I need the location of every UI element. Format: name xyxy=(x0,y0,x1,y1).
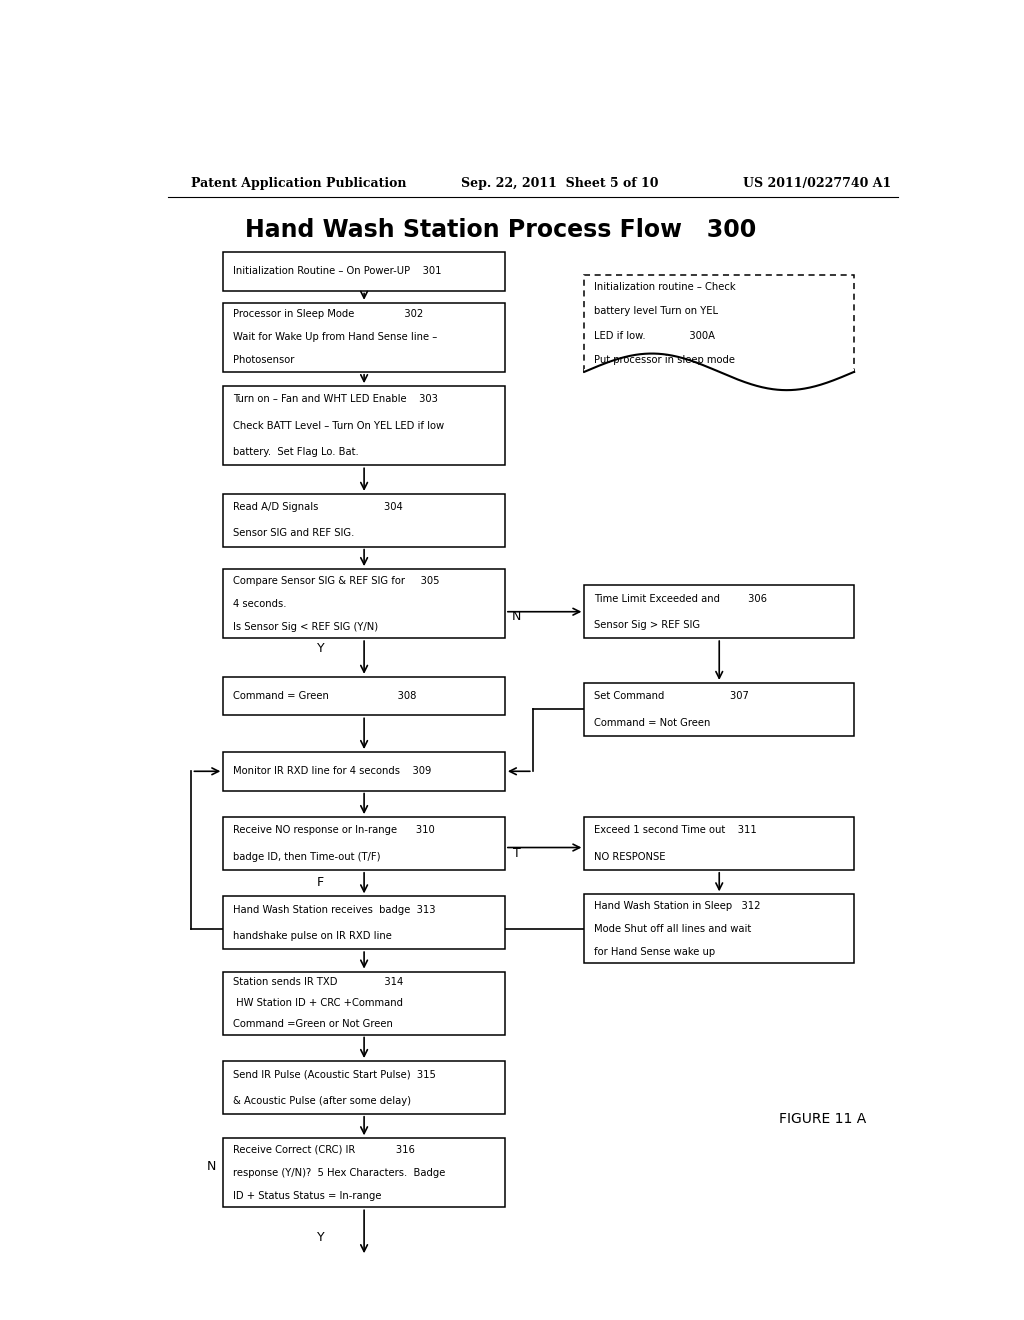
Text: Y: Y xyxy=(316,642,325,655)
FancyBboxPatch shape xyxy=(223,1138,505,1208)
Text: Command =Green or Not Green: Command =Green or Not Green xyxy=(232,1019,392,1030)
Text: Y: Y xyxy=(316,1232,325,1245)
Text: Command = Green                      308: Command = Green 308 xyxy=(232,692,416,701)
Text: Initialization Routine – On Power-UP    301: Initialization Routine – On Power-UP 301 xyxy=(232,267,441,276)
Text: Station sends IR TXD               314: Station sends IR TXD 314 xyxy=(232,977,403,987)
FancyBboxPatch shape xyxy=(223,677,505,715)
Text: T: T xyxy=(513,847,521,861)
Text: Wait for Wake Up from Hand Sense line –: Wait for Wake Up from Hand Sense line – xyxy=(232,333,437,342)
Text: Mode Shut off all lines and wait: Mode Shut off all lines and wait xyxy=(594,924,751,933)
Text: Read A/D Signals                     304: Read A/D Signals 304 xyxy=(232,502,402,512)
Text: Time Limit Exceeded and         306: Time Limit Exceeded and 306 xyxy=(594,594,767,603)
FancyBboxPatch shape xyxy=(223,494,505,546)
Text: NO RESPONSE: NO RESPONSE xyxy=(594,851,666,862)
Text: Patent Application Publication: Patent Application Publication xyxy=(191,177,407,190)
Text: battery.  Set Flag Lo. Bat.: battery. Set Flag Lo. Bat. xyxy=(232,447,358,457)
Text: Receive Correct (CRC) IR             316: Receive Correct (CRC) IR 316 xyxy=(232,1144,415,1155)
FancyBboxPatch shape xyxy=(223,752,505,791)
FancyBboxPatch shape xyxy=(223,252,505,290)
FancyBboxPatch shape xyxy=(223,972,505,1035)
FancyBboxPatch shape xyxy=(585,585,854,638)
Text: 4 seconds.: 4 seconds. xyxy=(232,598,287,609)
Text: battery level Turn on YEL: battery level Turn on YEL xyxy=(594,306,718,317)
Text: Put processor in sleep mode: Put processor in sleep mode xyxy=(594,355,735,364)
Text: Sensor SIG and REF SIG.: Sensor SIG and REF SIG. xyxy=(232,528,354,539)
Text: Check BATT Level – Turn On YEL LED if low: Check BATT Level – Turn On YEL LED if lo… xyxy=(232,421,443,430)
Text: badge ID, then Time-out (T/F): badge ID, then Time-out (T/F) xyxy=(232,851,380,862)
Text: Turn on – Fan and WHT LED Enable    303: Turn on – Fan and WHT LED Enable 303 xyxy=(232,395,437,404)
FancyBboxPatch shape xyxy=(585,276,854,372)
Text: Hand Wash Station receives  badge  313: Hand Wash Station receives badge 313 xyxy=(232,904,435,915)
Text: response (Y/N)?  5 Hex Characters.  Badge: response (Y/N)? 5 Hex Characters. Badge xyxy=(232,1168,445,1177)
FancyBboxPatch shape xyxy=(223,817,505,870)
Text: Hand Wash Station Process Flow   300: Hand Wash Station Process Flow 300 xyxy=(246,218,757,242)
Text: US 2011/0227740 A1: US 2011/0227740 A1 xyxy=(743,177,891,190)
Text: ID + Status Status = In-range: ID + Status Status = In-range xyxy=(232,1191,381,1201)
Text: Initialization routine – Check: Initialization routine – Check xyxy=(594,282,735,292)
FancyBboxPatch shape xyxy=(585,682,854,735)
Text: Is Sensor Sig < REF SIG (Y/N): Is Sensor Sig < REF SIG (Y/N) xyxy=(232,622,378,632)
FancyBboxPatch shape xyxy=(223,896,505,949)
Text: F: F xyxy=(316,875,324,888)
Text: Compare Sensor SIG & REF SIG for     305: Compare Sensor SIG & REF SIG for 305 xyxy=(232,576,439,586)
FancyBboxPatch shape xyxy=(585,817,854,870)
Text: & Acoustic Pulse (after some delay): & Acoustic Pulse (after some delay) xyxy=(232,1096,411,1106)
Text: Receive NO response or In-range      310: Receive NO response or In-range 310 xyxy=(232,825,434,836)
Text: Sensor Sig > REF SIG: Sensor Sig > REF SIG xyxy=(594,620,700,630)
Text: Hand Wash Station in Sleep   312: Hand Wash Station in Sleep 312 xyxy=(594,900,761,911)
Text: Exceed 1 second Time out    311: Exceed 1 second Time out 311 xyxy=(594,825,757,836)
Text: Send IR Pulse (Acoustic Start Pulse)  315: Send IR Pulse (Acoustic Start Pulse) 315 xyxy=(232,1069,435,1080)
Text: N: N xyxy=(207,1160,216,1173)
Text: Monitor IR RXD line for 4 seconds    309: Monitor IR RXD line for 4 seconds 309 xyxy=(232,767,431,776)
Text: handshake pulse on IR RXD line: handshake pulse on IR RXD line xyxy=(232,931,391,941)
FancyBboxPatch shape xyxy=(223,302,505,372)
FancyBboxPatch shape xyxy=(223,569,505,638)
Text: Sep. 22, 2011  Sheet 5 of 10: Sep. 22, 2011 Sheet 5 of 10 xyxy=(461,177,658,190)
Text: LED if low.              300A: LED if low. 300A xyxy=(594,330,715,341)
Text: Photosensor: Photosensor xyxy=(232,355,294,366)
Text: FIGURE 11 A: FIGURE 11 A xyxy=(778,1111,866,1126)
FancyBboxPatch shape xyxy=(585,894,854,964)
Text: Command = Not Green: Command = Not Green xyxy=(594,718,711,727)
Text: Processor in Sleep Mode                302: Processor in Sleep Mode 302 xyxy=(232,309,423,319)
FancyBboxPatch shape xyxy=(223,1061,505,1114)
Text: HW Station ID + CRC +Command: HW Station ID + CRC +Command xyxy=(232,998,402,1008)
Text: for Hand Sense wake up: for Hand Sense wake up xyxy=(594,946,715,957)
Bar xyxy=(585,368,854,375)
Text: Set Command                     307: Set Command 307 xyxy=(594,692,749,701)
FancyBboxPatch shape xyxy=(223,385,505,466)
Text: N: N xyxy=(512,610,521,623)
